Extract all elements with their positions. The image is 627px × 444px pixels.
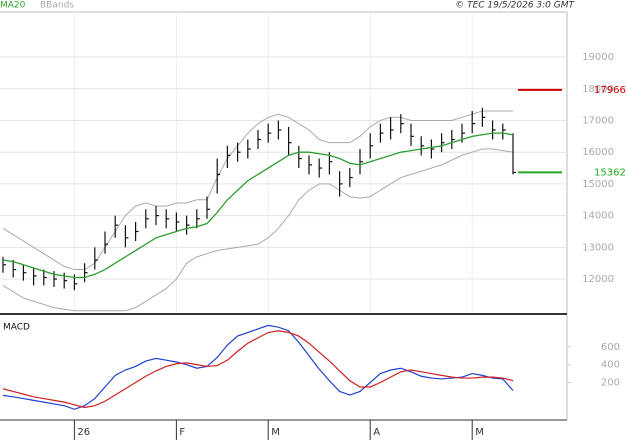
ma-line bbox=[2, 132, 514, 279]
x-tick-label: M bbox=[271, 427, 280, 438]
level-label: 17966 bbox=[594, 85, 626, 96]
y-tick-label: 600 bbox=[601, 342, 620, 353]
y-tick-label: 15000 bbox=[582, 179, 614, 190]
y-tick-label: 14000 bbox=[582, 211, 614, 222]
macd-title: MACD bbox=[3, 323, 30, 333]
y-tick-label: 19000 bbox=[582, 52, 614, 63]
bband-lower bbox=[2, 148, 514, 312]
x-tick-label: M bbox=[475, 427, 484, 438]
macd-line bbox=[2, 330, 514, 409]
y-tick-label: 18000 bbox=[582, 84, 614, 95]
y-tick-label: 17000 bbox=[582, 115, 614, 126]
y-tick-label: 400 bbox=[601, 360, 620, 371]
legend-bbands: BBands bbox=[40, 1, 74, 11]
macd-line bbox=[2, 324, 514, 410]
bband-upper bbox=[2, 110, 513, 271]
y-tick-label: 200 bbox=[601, 378, 620, 389]
x-tick-label: F bbox=[179, 427, 185, 438]
y-tick-label: 12000 bbox=[582, 274, 614, 285]
legend-ma: MA20 bbox=[0, 1, 26, 11]
y-tick-label: 16000 bbox=[582, 147, 614, 158]
y-tick-label: 13000 bbox=[582, 242, 614, 253]
x-tick-label: 26 bbox=[77, 427, 90, 438]
level-label: 15362 bbox=[594, 167, 626, 178]
x-tick-label: A bbox=[373, 427, 380, 438]
credit: © TEC 19/5/2026 3:0 GMT bbox=[455, 1, 575, 11]
